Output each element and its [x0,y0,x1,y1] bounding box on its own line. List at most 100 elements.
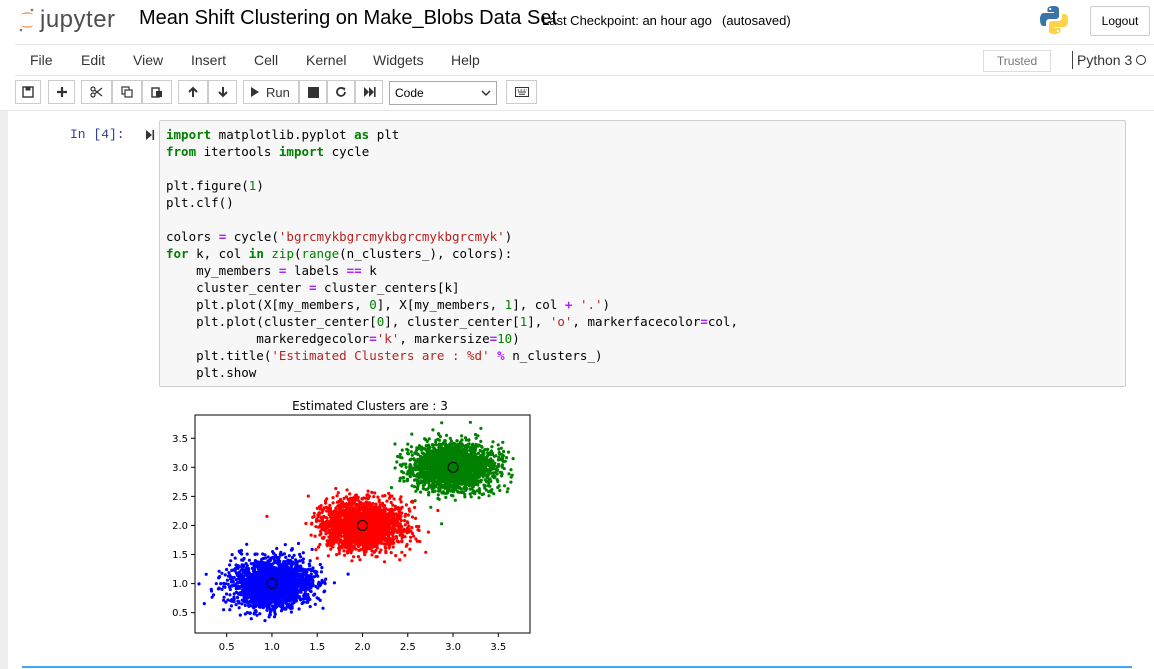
notebook-title[interactable]: Mean Shift Clustering on Make_Blobs Data… [139,7,557,29]
scatter-point [382,535,386,539]
interrupt-button[interactable] [299,80,327,104]
scatter-point [288,558,292,563]
code-token: in [248,246,264,261]
run-cell-icon[interactable] [145,129,155,141]
copy-button[interactable] [112,80,142,104]
scatter-point [387,533,391,537]
code-token: 'o' [549,314,573,329]
scatter-point [410,499,414,503]
restart-button[interactable] [327,80,355,104]
code-line: colors = cycle('bgrcmykbgrcmykbgrcmykbgr… [166,229,512,244]
scatter-point [410,526,414,530]
scatter-point [372,505,376,509]
scatter-point [302,596,306,600]
code-token: plt.clf() [166,195,234,210]
scatter-point [362,534,366,538]
scatter-point [258,572,262,576]
scatter-point [228,574,232,578]
logout-button[interactable]: Logout [1090,6,1150,36]
scatter-point [345,539,349,544]
menu-file[interactable]: File [30,52,53,68]
scatter-point [234,603,238,607]
command-palette-button[interactable] [506,80,537,104]
code-token: range [301,246,340,261]
scatter-point [350,559,354,563]
scatter-point [320,510,324,515]
scatter-point [384,530,388,534]
scatter-point [395,460,399,464]
chart-title: Estimated Clusters are : 3 [292,399,448,413]
code-input-area[interactable]: import matplotlib.pyplot as plt from iter… [159,120,1126,387]
scatter-point [379,548,383,552]
jupyter-logo[interactable]: jupyter [18,6,116,34]
code-token: % [497,348,505,363]
menu-cell[interactable]: Cell [254,52,279,68]
scatter-point [345,529,349,533]
scatter-point [324,522,329,526]
scatter-point [378,550,382,554]
code-token: n_clusters_) [504,348,603,363]
move-down-button[interactable] [208,80,237,104]
scatter-point [224,600,228,604]
scatter-point [383,546,388,550]
code-token: itertools [196,144,279,159]
scatter-point [250,580,254,584]
menu-kernel[interactable]: Kernel [306,52,347,68]
scatter-point [408,547,412,551]
scatter-point [321,507,325,511]
scatter-point [385,542,389,546]
scatter-point [400,540,404,544]
scatter-point [229,604,233,608]
run-button[interactable]: Run [243,80,299,104]
scatter-point [236,581,240,585]
scatter-point [246,603,251,607]
scatter-point [290,574,294,578]
scatter-point [392,541,396,545]
code-token: ], X[my_members, [376,297,505,312]
scatter-point [383,539,388,543]
scatter-point [264,561,269,565]
scatter-point [342,553,347,557]
move-up-button[interactable] [178,80,208,104]
scatter-point [404,544,408,548]
scatter-point [281,564,285,568]
python-logo-icon [1038,4,1070,41]
scatter-point [390,517,394,521]
code-token: ], [527,314,550,329]
menu-view[interactable]: View [133,52,164,68]
paste-button[interactable] [142,80,172,104]
scatter-point [273,572,277,576]
scatter-plot: Estimated Clusters are : 3 0.5 1.0 1.5 2.0 2… [172,399,531,653]
scatter-point [328,528,332,532]
code-token: ], col [512,297,565,312]
scatter-point [405,531,409,535]
code-token: import [278,144,325,159]
insert-cell-button[interactable] [48,80,75,104]
menu-edit[interactable]: Edit [81,52,106,68]
code-token: (n_clusters_), colors): [339,246,513,261]
scatter-point [245,552,249,556]
cell-type-select[interactable]: Code [389,81,497,105]
kernel-name[interactable]: Python 3 [1077,52,1133,68]
cut-button[interactable] [81,80,112,104]
scatter-point [383,515,387,519]
checkpoint-status: Last Checkpoint: an hour ago [542,13,712,28]
menu-widgets[interactable]: Widgets [373,52,424,68]
scatter-point [249,617,253,621]
trusted-indicator[interactable]: Trusted [983,50,1051,72]
scatter-point [403,553,407,557]
code-token: 1 [519,314,528,329]
menu-insert[interactable]: Insert [191,52,227,68]
scatter-point [313,602,317,606]
scatter-point [380,519,384,523]
scatter-point [261,594,265,598]
scatter-point [240,558,244,562]
scatter-point [373,514,377,518]
scatter-point [335,494,339,498]
restart-run-all-button[interactable] [355,80,383,104]
menu-help[interactable]: Help [451,52,480,68]
scatter-point [334,506,338,510]
save-button[interactable] [15,80,41,104]
scatter-point [384,551,388,555]
scatter-point [277,557,281,562]
